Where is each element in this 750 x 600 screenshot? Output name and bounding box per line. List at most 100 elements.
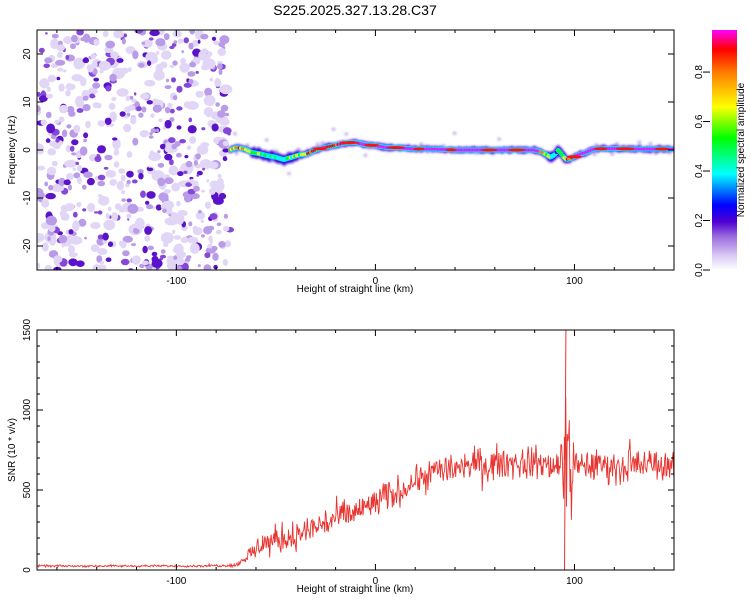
noise-blob (45, 32, 48, 35)
noise-blob (223, 213, 228, 219)
noise-blob (87, 64, 94, 73)
noise-blob (201, 234, 205, 238)
noise-blob (65, 145, 72, 153)
noise-blob (217, 173, 222, 179)
noise-blob (190, 178, 194, 184)
noise-blob (47, 236, 51, 241)
noise-blob (168, 137, 176, 144)
noise-blob (58, 104, 69, 114)
noise-blob (218, 69, 223, 75)
colorbar: 0.0 0.2 0.4 0.6 0.8 Normalized spectral ampl… (694, 30, 747, 277)
noise-blob (126, 198, 132, 203)
noise-blob (93, 38, 100, 46)
noise-blob (176, 106, 183, 111)
noise-blob (162, 208, 167, 214)
noise-blob (169, 108, 175, 114)
noise-blob (217, 63, 223, 70)
noise-blob (195, 211, 206, 220)
noise-blob (155, 204, 162, 211)
noise-blob (132, 137, 139, 146)
noise-blob (126, 170, 134, 178)
noise-blob (109, 111, 117, 123)
noise-blob (37, 105, 41, 113)
noise-blob (168, 165, 179, 176)
noise-blob (220, 104, 229, 112)
noise-blob (211, 36, 217, 41)
signal-speckle (296, 147, 301, 151)
y-tick-label: 0 (22, 147, 33, 153)
noise-blob (214, 78, 222, 87)
noise-blob (187, 125, 197, 134)
noise-blob (37, 143, 45, 155)
noise-blob (58, 83, 65, 92)
noise-blob (203, 264, 212, 270)
noise-blob (121, 198, 126, 202)
signal-peak (339, 141, 358, 145)
noise-blob (175, 265, 183, 270)
noise-blob (184, 155, 189, 159)
noise-blob (173, 255, 178, 260)
noise-blob (125, 95, 130, 101)
colorbar-label: Normalized spectral amplitude (736, 82, 747, 217)
noise-blob (134, 217, 145, 230)
noise-blob (169, 159, 174, 166)
noise-blob (90, 222, 101, 230)
noise-blob (218, 41, 226, 48)
noise-blob (180, 237, 189, 244)
noise-blob (65, 89, 71, 97)
noise-blob (96, 255, 103, 263)
snr-x-label: Height of straight line (km) (297, 584, 414, 595)
signal-speckle (667, 151, 672, 155)
noise-blob (160, 249, 166, 254)
noise-blob (104, 117, 112, 126)
noise-blob (185, 182, 193, 188)
noise-blob (54, 119, 60, 124)
noise-blob (123, 33, 127, 38)
noise-blob (168, 213, 172, 217)
snr-panel: -100 0 100 0 500 1000 1500 Height of straight… (7, 318, 675, 595)
noise-blob (68, 184, 72, 191)
noise-blob (63, 179, 71, 186)
noise-blob (141, 260, 149, 266)
noise-blob (99, 69, 104, 74)
signal-speckle (594, 143, 599, 147)
noise-blob (204, 252, 211, 259)
noise-blob (38, 192, 45, 198)
noise-blob (68, 229, 74, 235)
noise-blob (46, 123, 55, 134)
noise-blob (77, 176, 82, 185)
noise-blob (37, 262, 41, 269)
noise-blob (105, 170, 117, 178)
noise-blob (60, 212, 70, 221)
noise-blob (93, 77, 99, 82)
signal-speckle (610, 152, 615, 156)
noise-blob (211, 123, 219, 132)
noise-blob (159, 257, 163, 261)
noise-blob (94, 155, 102, 163)
noise-blob (176, 200, 181, 207)
noise-blob (123, 123, 132, 133)
noise-blob (82, 33, 91, 43)
noise-blob (134, 255, 140, 260)
noise-blob (218, 241, 226, 248)
noise-blob (172, 95, 178, 101)
noise-blob (66, 83, 73, 90)
noise-blob (191, 39, 199, 47)
noise-blob (56, 44, 66, 52)
colorbar-tick-label: 0.6 (694, 114, 705, 128)
noise-blob (105, 85, 112, 92)
noise-blob (127, 203, 139, 214)
noise-blob (45, 93, 54, 99)
noise-blob (150, 113, 155, 118)
noise-blob (37, 233, 43, 243)
colorbar-ticks: 0.0 0.2 0.4 0.6 0.8 (694, 65, 710, 277)
noise-blob (90, 53, 97, 60)
noise-blob (172, 60, 178, 66)
noise-blob (215, 229, 222, 235)
noise-blob (149, 56, 157, 62)
noise-blob (82, 104, 91, 112)
noise-blob (111, 212, 119, 221)
signal-track (227, 127, 674, 175)
noise-blob (153, 172, 157, 176)
